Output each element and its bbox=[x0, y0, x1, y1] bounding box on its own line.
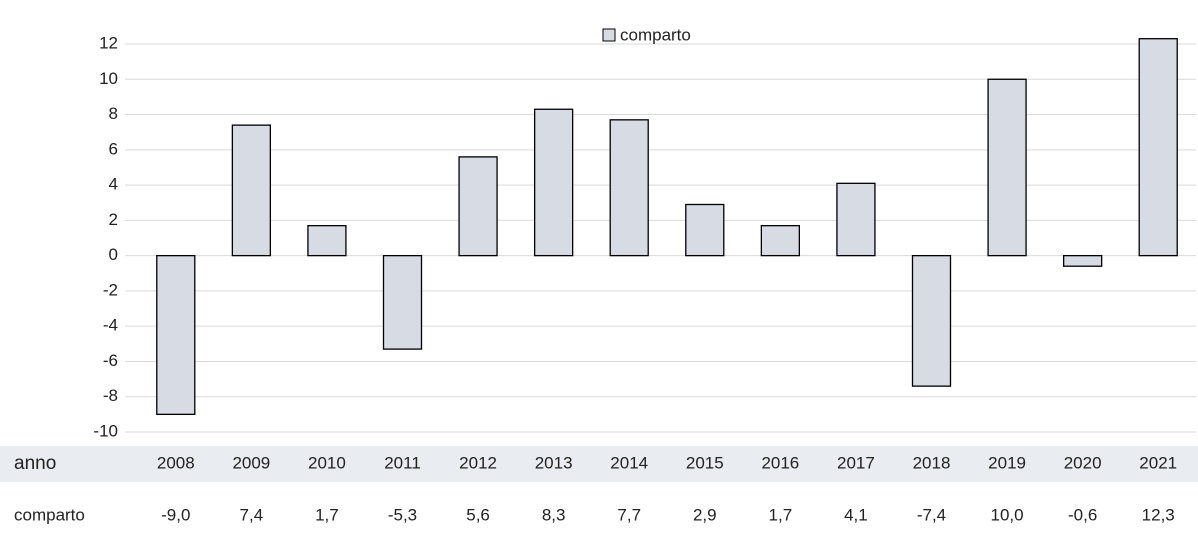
table-value: -9,0 bbox=[161, 505, 190, 524]
table-value: 8,3 bbox=[542, 505, 566, 524]
bar bbox=[382, 254, 423, 350]
table-value: 7,7 bbox=[617, 505, 641, 524]
table-year: 2012 bbox=[459, 453, 497, 472]
table-header-band bbox=[0, 446, 1198, 482]
table-year: 2016 bbox=[761, 453, 799, 472]
bar bbox=[231, 124, 272, 257]
y-tick-label: 10 bbox=[99, 69, 118, 88]
table-year: 2009 bbox=[232, 453, 270, 472]
y-tick-label: 0 bbox=[109, 245, 118, 264]
table-year: 2020 bbox=[1064, 453, 1102, 472]
bar bbox=[685, 203, 725, 257]
bar bbox=[1062, 254, 1103, 267]
y-tick-label: 4 bbox=[109, 175, 118, 194]
bar bbox=[156, 254, 196, 416]
table-year: 2013 bbox=[535, 453, 573, 472]
bar bbox=[911, 254, 952, 387]
table-year: 2015 bbox=[686, 453, 724, 472]
table-year: 2014 bbox=[610, 453, 648, 472]
table-value: 1,7 bbox=[769, 505, 793, 524]
y-tick-label: 8 bbox=[109, 104, 118, 123]
y-tick-label: -2 bbox=[103, 280, 118, 299]
y-tick-label: 12 bbox=[99, 33, 118, 52]
table-value: 5,6 bbox=[466, 505, 490, 524]
y-tick-label: -8 bbox=[103, 386, 118, 405]
table-value: 10,0 bbox=[991, 505, 1024, 524]
table-year: 2021 bbox=[1139, 453, 1177, 472]
table-value: 12,3 bbox=[1142, 505, 1175, 524]
table-year: 2010 bbox=[308, 453, 346, 472]
bar bbox=[609, 119, 649, 257]
table-value: 2,9 bbox=[693, 505, 717, 524]
y-tick-label: 6 bbox=[109, 139, 118, 158]
bar bbox=[533, 108, 574, 257]
table-x-label: anno bbox=[14, 453, 56, 474]
bar bbox=[760, 225, 801, 257]
table-value: 1,7 bbox=[315, 505, 339, 524]
bar bbox=[836, 182, 876, 257]
table-row-label: comparto bbox=[14, 505, 85, 524]
y-tick-label: 2 bbox=[109, 210, 118, 229]
table-year: 2017 bbox=[837, 453, 875, 472]
bar bbox=[987, 78, 1027, 257]
bar bbox=[307, 225, 347, 257]
table-value: 4,1 bbox=[844, 505, 868, 524]
legend-label: comparto bbox=[620, 25, 691, 44]
table-value: -7,4 bbox=[917, 505, 946, 524]
table-value: -5,3 bbox=[388, 505, 417, 524]
bar bbox=[458, 156, 498, 257]
table-value: -0,6 bbox=[1068, 505, 1097, 524]
bar bbox=[1138, 38, 1178, 257]
table-year: 2008 bbox=[157, 453, 195, 472]
y-tick-label: -6 bbox=[103, 351, 118, 370]
table-year: 2018 bbox=[913, 453, 951, 472]
table-year: 2019 bbox=[988, 453, 1026, 472]
legend-swatch bbox=[602, 28, 616, 42]
table-value: 7,4 bbox=[240, 505, 264, 524]
y-tick-label: -10 bbox=[93, 421, 118, 440]
table-year: 2011 bbox=[384, 453, 421, 472]
y-tick-label: -4 bbox=[103, 316, 118, 335]
